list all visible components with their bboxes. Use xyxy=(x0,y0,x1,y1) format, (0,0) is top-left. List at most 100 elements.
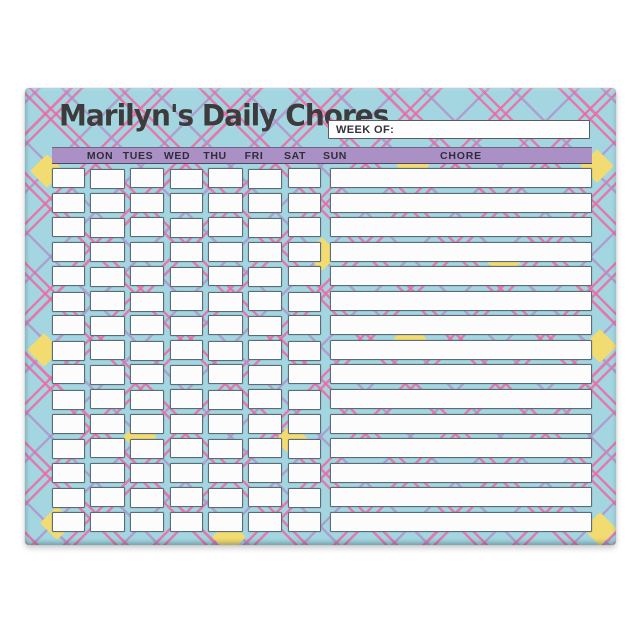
chore-entry-field[interactable] xyxy=(330,339,592,360)
day-check-cell[interactable] xyxy=(208,242,244,263)
day-check-cell[interactable] xyxy=(52,438,85,459)
day-check-cell[interactable] xyxy=(90,388,126,409)
day-check-cell[interactable] xyxy=(247,438,282,459)
day-check-cell[interactable] xyxy=(247,290,282,311)
day-check-cell[interactable] xyxy=(52,413,85,434)
day-check-cell[interactable] xyxy=(90,316,126,337)
day-check-cell[interactable] xyxy=(247,388,282,409)
day-check-cell[interactable] xyxy=(169,192,203,213)
day-check-cell[interactable] xyxy=(169,388,203,409)
chore-entry-field[interactable] xyxy=(330,168,592,188)
day-check-cell[interactable] xyxy=(169,487,203,508)
day-check-cell[interactable] xyxy=(129,487,164,508)
day-check-cell[interactable] xyxy=(129,438,164,459)
day-check-cell[interactable] xyxy=(287,511,321,532)
day-check-cell[interactable] xyxy=(287,487,321,508)
day-check-cell[interactable] xyxy=(208,266,244,287)
day-check-cell[interactable] xyxy=(129,291,164,312)
day-check-cell[interactable] xyxy=(52,364,85,385)
day-check-cell[interactable] xyxy=(287,266,321,287)
day-check-cell[interactable] xyxy=(90,438,126,459)
day-check-cell[interactable] xyxy=(287,315,321,336)
day-check-cell[interactable] xyxy=(169,316,203,337)
day-check-cell[interactable] xyxy=(208,438,244,459)
day-check-cell[interactable] xyxy=(52,217,85,238)
day-check-cell[interactable] xyxy=(52,511,85,532)
day-check-cell[interactable] xyxy=(287,242,321,263)
day-check-cell[interactable] xyxy=(287,340,321,361)
day-check-cell[interactable] xyxy=(169,217,203,238)
day-check-cell[interactable] xyxy=(52,193,85,214)
day-check-cell[interactable] xyxy=(90,487,126,508)
day-check-cell[interactable] xyxy=(247,339,282,360)
day-check-cell[interactable] xyxy=(90,290,126,311)
day-check-cell[interactable] xyxy=(247,241,282,262)
day-check-cell[interactable] xyxy=(287,389,321,410)
chore-entry-field[interactable] xyxy=(330,217,592,238)
day-check-cell[interactable] xyxy=(208,340,244,361)
day-check-cell[interactable] xyxy=(247,365,282,386)
chore-entry-field[interactable] xyxy=(330,413,592,434)
day-check-cell[interactable] xyxy=(208,315,244,336)
day-check-cell[interactable] xyxy=(247,463,282,484)
day-check-cell[interactable] xyxy=(52,462,85,483)
day-check-cell[interactable] xyxy=(208,389,244,410)
day-check-cell[interactable] xyxy=(129,168,164,188)
chore-entry-field[interactable] xyxy=(330,388,592,409)
day-check-cell[interactable] xyxy=(169,414,203,435)
day-check-cell[interactable] xyxy=(90,168,126,189)
day-check-cell[interactable] xyxy=(247,168,282,189)
day-check-cell[interactable] xyxy=(90,192,126,213)
day-check-cell[interactable] xyxy=(169,339,203,360)
day-check-cell[interactable] xyxy=(287,168,321,188)
day-check-cell[interactable] xyxy=(287,217,321,238)
day-check-cell[interactable] xyxy=(169,438,203,459)
chore-entry-field[interactable] xyxy=(330,290,592,311)
chore-entry-field[interactable] xyxy=(330,241,592,262)
day-check-cell[interactable] xyxy=(208,217,244,238)
day-check-cell[interactable] xyxy=(247,266,282,287)
day-check-cell[interactable] xyxy=(90,241,126,262)
day-check-cell[interactable] xyxy=(129,462,164,483)
day-check-cell[interactable] xyxy=(247,512,282,533)
day-check-cell[interactable] xyxy=(129,340,164,361)
day-check-cell[interactable] xyxy=(129,217,164,238)
day-check-cell[interactable] xyxy=(287,193,321,214)
day-check-cell[interactable] xyxy=(247,192,282,213)
day-check-cell[interactable] xyxy=(129,266,164,287)
day-check-cell[interactable] xyxy=(247,217,282,238)
day-check-cell[interactable] xyxy=(129,413,164,434)
day-check-cell[interactable] xyxy=(52,315,85,336)
day-check-cell[interactable] xyxy=(169,365,203,386)
day-check-cell[interactable] xyxy=(208,487,244,508)
day-check-cell[interactable] xyxy=(287,438,321,459)
day-check-cell[interactable] xyxy=(169,512,203,533)
day-check-cell[interactable] xyxy=(208,364,244,385)
day-check-cell[interactable] xyxy=(90,266,126,287)
day-check-cell[interactable] xyxy=(52,340,85,361)
day-check-cell[interactable] xyxy=(129,511,164,532)
day-check-cell[interactable] xyxy=(287,462,321,483)
chore-entry-field[interactable] xyxy=(330,315,592,336)
day-check-cell[interactable] xyxy=(52,487,85,508)
day-check-cell[interactable] xyxy=(169,241,203,262)
day-check-cell[interactable] xyxy=(208,193,244,214)
chore-entry-field[interactable] xyxy=(330,487,592,508)
day-check-cell[interactable] xyxy=(287,413,321,434)
day-check-cell[interactable] xyxy=(287,364,321,385)
day-check-cell[interactable] xyxy=(247,487,282,508)
chore-entry-field[interactable] xyxy=(330,511,592,532)
day-check-cell[interactable] xyxy=(169,168,203,189)
day-check-cell[interactable] xyxy=(52,291,85,312)
day-check-cell[interactable] xyxy=(169,266,203,287)
day-check-cell[interactable] xyxy=(90,217,126,238)
chore-entry-field[interactable] xyxy=(330,266,592,287)
day-check-cell[interactable] xyxy=(52,242,85,263)
day-check-cell[interactable] xyxy=(208,413,244,434)
week-of-field[interactable]: WEEK OF: xyxy=(328,120,590,139)
day-check-cell[interactable] xyxy=(208,511,244,532)
chore-entry-field[interactable] xyxy=(330,364,592,385)
chore-entry-field[interactable] xyxy=(330,438,592,459)
chore-entry-field[interactable] xyxy=(330,192,592,213)
day-check-cell[interactable] xyxy=(90,463,126,484)
